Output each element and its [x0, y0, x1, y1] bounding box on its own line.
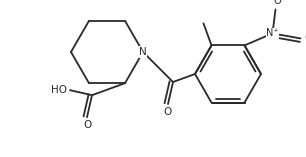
Text: O: O	[304, 33, 306, 43]
Text: O: O	[164, 107, 172, 117]
Text: N: N	[139, 47, 147, 57]
Text: HO: HO	[51, 85, 67, 95]
Text: O: O	[83, 120, 91, 130]
Text: ⁻O: ⁻O	[269, 0, 282, 6]
Text: N⁺: N⁺	[266, 28, 279, 38]
